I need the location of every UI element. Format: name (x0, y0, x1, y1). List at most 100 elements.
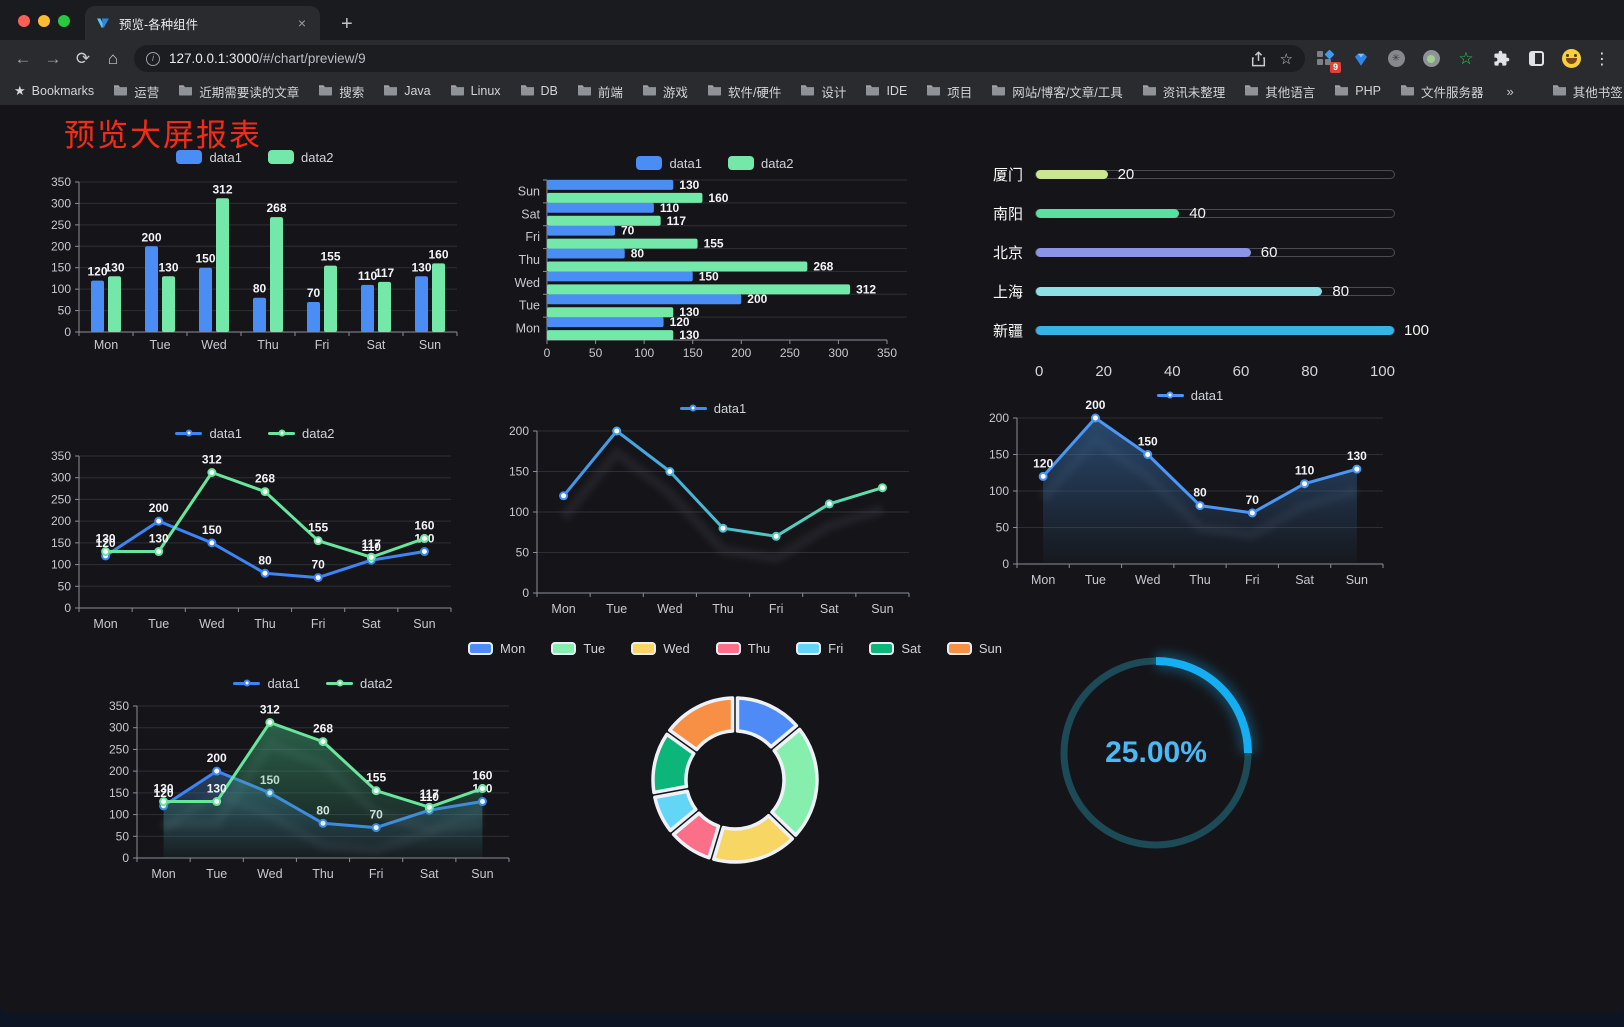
legend-marker (268, 429, 295, 437)
bookmark-folder[interactable]: DB (520, 82, 558, 101)
legend-item-data2[interactable]: data2 (326, 676, 393, 691)
proxy-extension-icon[interactable]: 9 (1315, 48, 1341, 73)
svg-text:250: 250 (109, 742, 129, 756)
bookmark-folder[interactable]: 游戏 (642, 82, 688, 101)
svg-text:110: 110 (420, 790, 440, 804)
svg-text:Fri: Fri (311, 617, 326, 631)
svg-text:150: 150 (195, 252, 215, 266)
back-icon[interactable]: ← (14, 48, 32, 68)
maximize-window-button[interactable] (58, 15, 70, 27)
svg-text:Sun: Sun (419, 338, 441, 352)
extensions-puzzle-icon[interactable] (1490, 48, 1512, 70)
bookmarks-root[interactable]: ★ Bookmarks (14, 83, 94, 99)
bookmark-folder[interactable]: 文件服务器 (1400, 82, 1483, 101)
bookmark-folder[interactable]: Linux (450, 82, 501, 101)
green-star-extension-icon[interactable]: ☆ (1458, 48, 1474, 68)
bookmarks-overflow-icon[interactable]: » (1506, 83, 1514, 99)
bookmark-folder[interactable]: 前端 (577, 82, 623, 101)
sidebar-extension-icon[interactable] (1525, 48, 1547, 70)
svg-text:350: 350 (51, 449, 71, 463)
svg-text:Wed: Wed (257, 867, 283, 881)
legend-item-data1[interactable]: data1 (636, 156, 702, 171)
forward-icon[interactable]: → (44, 48, 62, 68)
svg-text:80: 80 (253, 282, 267, 296)
address-bar[interactable]: i 127.0.0.1:3000/#/chart/preview/9 ☆ (134, 45, 1305, 72)
legend-item-data1[interactable]: data1 (233, 676, 300, 691)
bookmark-folder[interactable]: 软件/硬件 (707, 82, 781, 101)
legend-item-Wed[interactable]: Wed (631, 641, 690, 656)
legend-marker (551, 641, 577, 655)
legend-marker (946, 641, 972, 655)
svg-text:150: 150 (1138, 435, 1158, 449)
bookmark-folder[interactable]: 项目 (926, 82, 972, 101)
legend-item-Tue[interactable]: Tue (551, 641, 605, 656)
svg-text:350: 350 (109, 699, 129, 713)
home-icon[interactable]: ⌂ (107, 48, 119, 68)
legend-item-data1[interactable]: data1 (679, 401, 746, 416)
progress-bar-chart[interactable]: 厦门 20 南阳 40 北京 60 上海 80 新疆 100 0 20 40 60 80 100 (993, 157, 1429, 392)
share-icon[interactable] (1251, 50, 1266, 67)
legend-item-Sat[interactable]: Sat (869, 641, 921, 656)
bookmark-folder[interactable]: 搜索 (318, 82, 364, 101)
favicon-icon (97, 18, 109, 29)
other-bookmarks[interactable]: 其他书签 (1552, 82, 1623, 101)
svg-text:300: 300 (109, 721, 129, 735)
bookmark-folder[interactable]: 网站/博客/文章/工具 (991, 82, 1123, 101)
gradient-line-chart: data1 0 50 100 150 200 Mon Tue Wed Thu Fri Sat Sun (503, 398, 923, 626)
svg-text:200: 200 (141, 230, 161, 244)
svg-text:130: 130 (1347, 449, 1367, 463)
bookmark-folder[interactable]: Java (383, 82, 431, 101)
svg-text:0: 0 (64, 601, 71, 615)
legend-item-data2[interactable]: data2 (728, 156, 794, 171)
reload-icon[interactable]: ⟳ (75, 48, 91, 68)
legend-item-Sun[interactable]: Sun (946, 641, 1002, 656)
page-title: 预览大屏报表 (64, 118, 262, 153)
svg-text:250: 250 (51, 492, 71, 506)
url-text[interactable]: 127.0.0.1:3000/#/chart/preview/9 (169, 51, 366, 66)
area-chart-canvas[interactable]: 0 50 100 150 200 250 300 350 Mon Tue Wed Thu Fri Sat S… (103, 696, 523, 892)
bar-chart-canvas[interactable]: 050100150200250300350Mon120130Tue200130W… (45, 170, 465, 362)
site-info-icon[interactable]: i (146, 51, 160, 66)
emoji-extension-icon[interactable] (1560, 48, 1582, 70)
close-window-button[interactable] (18, 15, 30, 27)
tab-close-icon[interactable]: × (297, 15, 306, 31)
svg-text:200: 200 (51, 239, 71, 253)
svg-text:120: 120 (87, 265, 107, 279)
bookmark-star-icon[interactable]: ☆ (1279, 50, 1293, 68)
legend-item-Mon[interactable]: Mon (468, 641, 525, 656)
svg-text:0: 0 (64, 325, 71, 339)
pie-chart-canvas[interactable] (553, 661, 917, 887)
minimize-window-button[interactable] (38, 15, 50, 27)
green-dot-extension-icon[interactable] (1420, 48, 1442, 70)
svg-text:50: 50 (58, 579, 72, 593)
folder-icon (1400, 83, 1415, 99)
legend-item-data1[interactable]: data1 (1156, 388, 1223, 403)
progress-track: 60 (1035, 244, 1395, 261)
gem-extension-icon[interactable] (1350, 48, 1372, 70)
bookmark-folder[interactable]: 其他语言 (1244, 82, 1315, 101)
bookmark-folder[interactable]: IDE (865, 82, 907, 101)
legend-item-Thu[interactable]: Thu (715, 641, 770, 656)
legend-item-data1[interactable]: data1 (175, 426, 242, 441)
gray-circle-extension-icon[interactable]: ✳ (1385, 48, 1407, 70)
folder-icon (865, 83, 880, 99)
bookmark-folder[interactable]: 资讯未整理 (1142, 82, 1225, 101)
bookmark-folder[interactable]: PHP (1334, 82, 1381, 101)
gauge-canvas[interactable] (1051, 648, 1261, 858)
browser-tab[interactable]: 预览-各种组件 × (85, 6, 320, 40)
bookmark-folder[interactable]: 设计 (800, 82, 846, 101)
bookmark-folder[interactable]: 运营 (113, 82, 159, 101)
line-chart-canvas[interactable]: 0 50 100 150 200 250 300 350 Mon Tue Wed Thu Fri Sat S… (45, 446, 465, 642)
area-chart-canvas[interactable]: 0 50 100 150 200 Mon Tue Wed Thu Fri Sat Sun 120 200 1… (983, 398, 1397, 598)
line-chart-canvas[interactable]: 0 50 100 150 200 Mon Tue Wed Thu Fri Sat Sun (503, 421, 923, 627)
legend-item-data1[interactable]: data1 (176, 150, 242, 165)
gauge-value: 25.00% (1105, 736, 1207, 769)
legend-item-data2[interactable]: data2 (268, 150, 334, 165)
bookmark-folder[interactable]: 近期需要读的文章 (178, 82, 299, 101)
new-tab-button[interactable]: + (341, 13, 353, 35)
browser-menu-icon[interactable]: ⋮ (1594, 50, 1610, 68)
legend-label: Tue (583, 640, 606, 656)
legend-item-Fri[interactable]: Fri (796, 641, 843, 656)
legend-item-data2[interactable]: data2 (268, 426, 335, 441)
